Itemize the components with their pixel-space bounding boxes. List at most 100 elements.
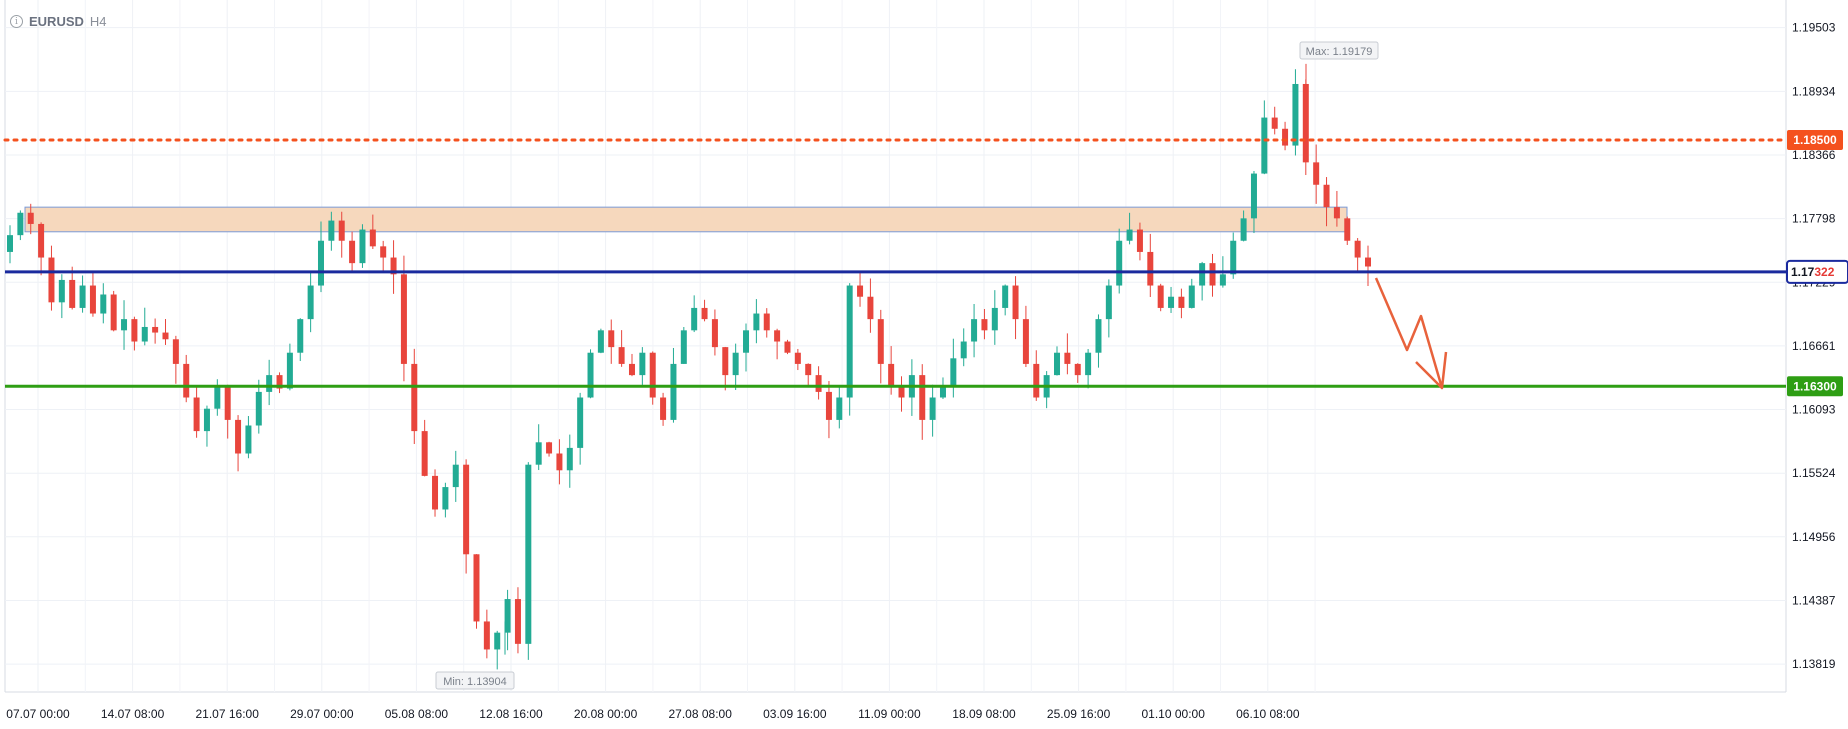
candle-body[interactable]: [950, 358, 957, 387]
candle-body[interactable]: [877, 319, 884, 364]
resistance-zone[interactable]: [24, 206, 1348, 233]
candle-body[interactable]: [1240, 218, 1247, 241]
candle-body[interactable]: [7, 235, 13, 252]
candle-body[interactable]: [722, 347, 729, 376]
candle-body[interactable]: [556, 453, 563, 471]
candle-body[interactable]: [1333, 207, 1340, 219]
candle-body[interactable]: [89, 285, 96, 314]
candle-body[interactable]: [514, 599, 521, 644]
candle-body[interactable]: [100, 294, 107, 314]
candle-body[interactable]: [825, 391, 832, 420]
candle-body[interactable]: [618, 347, 625, 364]
candle-body[interactable]: [1022, 319, 1029, 364]
candle-body[interactable]: [266, 375, 273, 392]
candle-body[interactable]: [597, 330, 604, 353]
candle-body[interactable]: [1365, 257, 1371, 267]
candle-body[interactable]: [929, 397, 936, 420]
candle-body[interactable]: [1054, 352, 1061, 376]
candle-body[interactable]: [483, 621, 490, 650]
candle-body[interactable]: [680, 330, 687, 364]
candle-body[interactable]: [235, 419, 242, 454]
candle-body[interactable]: [463, 464, 470, 555]
candle-body[interactable]: [390, 257, 397, 275]
candle-body[interactable]: [442, 487, 449, 510]
candle-body[interactable]: [473, 554, 480, 622]
candle-body[interactable]: [369, 229, 376, 247]
candle-body[interactable]: [432, 475, 439, 510]
candle-body[interactable]: [1147, 251, 1154, 286]
candle-body[interactable]: [79, 285, 86, 308]
candle-body[interactable]: [255, 391, 262, 426]
candle-body[interactable]: [939, 386, 946, 398]
candle-body[interactable]: [1126, 229, 1133, 241]
candle-body[interactable]: [1136, 229, 1143, 252]
candle-body[interactable]: [131, 319, 138, 342]
candle-body[interactable]: [1323, 184, 1330, 208]
candle-body[interactable]: [48, 257, 55, 303]
candle-body[interactable]: [1271, 117, 1278, 129]
candle-body[interactable]: [1230, 240, 1237, 275]
candle-body[interactable]: [380, 246, 387, 258]
candle-body[interactable]: [224, 386, 231, 420]
candle-body[interactable]: [535, 442, 542, 465]
candle-body[interactable]: [1095, 319, 1102, 353]
candle-body[interactable]: [421, 431, 428, 476]
candle-body[interactable]: [608, 330, 615, 348]
candle-body[interactable]: [152, 326, 159, 333]
candle-body[interactable]: [971, 319, 978, 342]
candle-body[interactable]: [17, 212, 24, 236]
candle-body[interactable]: [1012, 285, 1019, 320]
candle-body[interactable]: [183, 363, 190, 398]
candle-body[interactable]: [317, 240, 324, 286]
timeframe-label[interactable]: H4: [89, 14, 107, 29]
candle-body[interactable]: [1157, 285, 1164, 308]
candle-body[interactable]: [1199, 263, 1206, 286]
candle-body[interactable]: [566, 447, 573, 471]
candle-body[interactable]: [991, 307, 998, 331]
candle-body[interactable]: [172, 339, 179, 364]
candle-body[interactable]: [1085, 352, 1092, 376]
candle-body[interactable]: [1292, 83, 1299, 146]
candle-body[interactable]: [297, 319, 304, 353]
candle-body[interactable]: [1002, 285, 1009, 308]
candle-body[interactable]: [815, 375, 822, 392]
candle-body[interactable]: [1178, 296, 1185, 308]
candle-body[interactable]: [660, 397, 667, 420]
candle-body[interactable]: [1188, 285, 1195, 308]
candle-body[interactable]: [69, 279, 76, 308]
candle-body[interactable]: [27, 212, 34, 224]
candle-body[interactable]: [38, 223, 45, 258]
candle-body[interactable]: [546, 442, 553, 454]
candle-body[interactable]: [400, 274, 407, 364]
candle-body[interactable]: [359, 229, 366, 264]
candle-body[interactable]: [1064, 352, 1071, 364]
candle-body[interactable]: [1261, 117, 1268, 174]
candle-body[interactable]: [888, 363, 895, 387]
candle-body[interactable]: [732, 352, 739, 376]
candle-body[interactable]: [245, 425, 252, 454]
candle-body[interactable]: [504, 599, 511, 633]
candle-body[interactable]: [494, 632, 501, 650]
candle-body[interactable]: [587, 352, 594, 398]
candle-body[interactable]: [649, 352, 656, 398]
candle-body[interactable]: [919, 375, 926, 420]
candle-body[interactable]: [411, 363, 418, 432]
candle-body[interactable]: [1168, 296, 1175, 308]
candle-body[interactable]: [774, 330, 781, 342]
candle-body[interactable]: [349, 240, 356, 264]
candle-body[interactable]: [1209, 263, 1216, 286]
candle-body[interactable]: [1354, 240, 1361, 258]
candle-body[interactable]: [981, 319, 988, 331]
candle-body[interactable]: [193, 397, 200, 432]
candle-body[interactable]: [203, 408, 210, 432]
candle-body[interactable]: [58, 279, 65, 303]
candle-body[interactable]: [628, 363, 635, 376]
candle-body[interactable]: [162, 332, 169, 340]
candle-body[interactable]: [846, 285, 853, 398]
candle-body[interactable]: [1344, 218, 1351, 241]
candle-body[interactable]: [1074, 363, 1081, 376]
candle-body[interactable]: [784, 341, 791, 353]
candle-body[interactable]: [898, 386, 905, 398]
candle-body[interactable]: [836, 397, 843, 420]
